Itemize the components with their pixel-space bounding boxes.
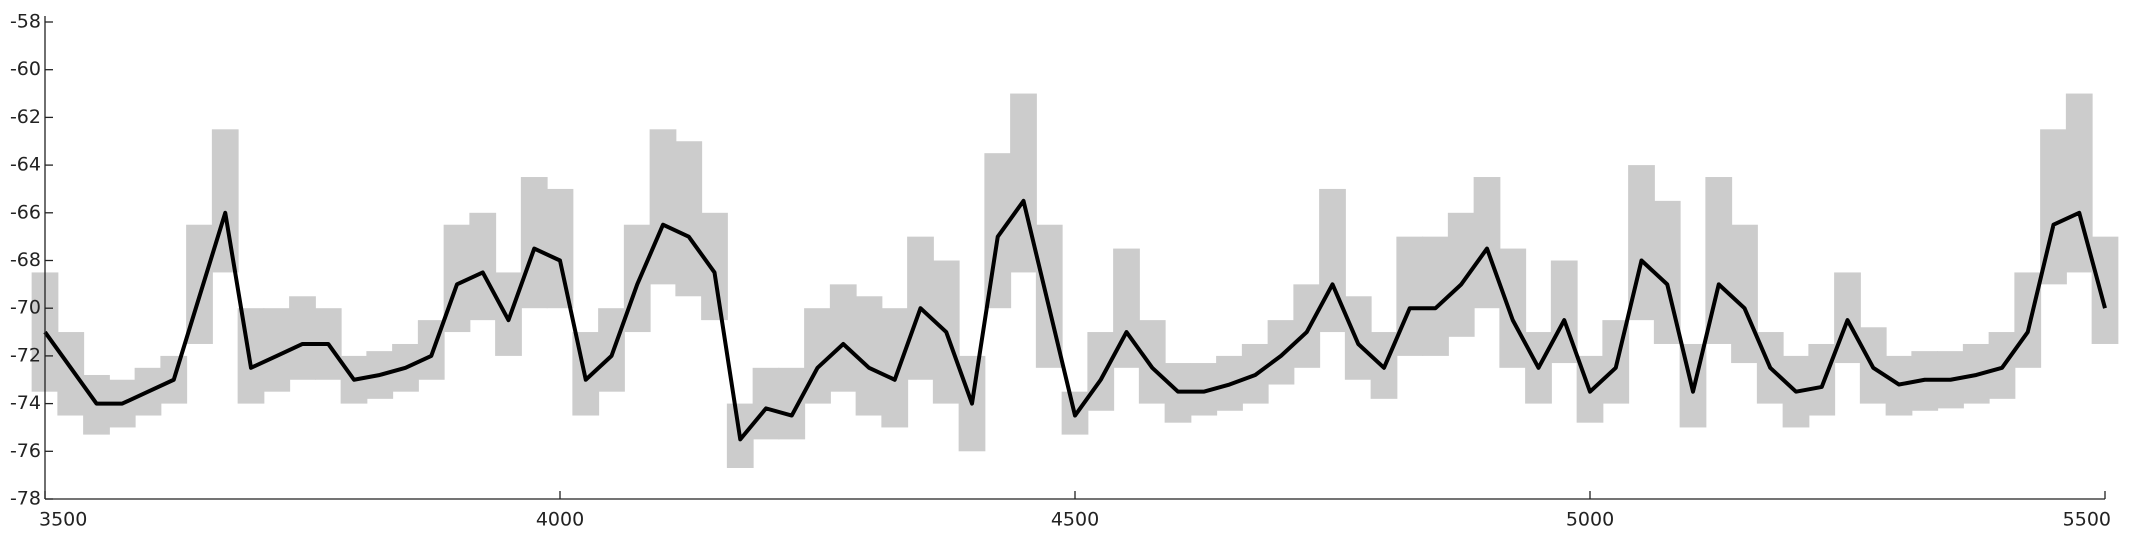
band (520, 177, 548, 309)
band (2091, 236, 2119, 344)
band (1396, 236, 1424, 356)
y-tick-label: -66 (10, 201, 41, 223)
band (1267, 320, 1295, 385)
band (1499, 248, 1527, 368)
band (1138, 320, 1166, 404)
band (1087, 332, 1115, 411)
band (701, 212, 728, 321)
band (778, 367, 806, 440)
band (829, 284, 857, 392)
y-tick-label: -72 (10, 344, 41, 366)
band (1731, 224, 1758, 364)
x-tick-label: 3500 (39, 509, 87, 531)
band (1344, 296, 1372, 380)
x-tick-label: 5000 (1566, 509, 1614, 531)
line (43, 198, 2107, 442)
y-tick-label: -64 (10, 154, 41, 176)
y-tick-label: -76 (10, 440, 41, 462)
x-tick-label: 4000 (536, 509, 584, 531)
band (289, 296, 316, 380)
y-tick-label: -68 (10, 249, 41, 271)
y-tick-label: -60 (10, 58, 41, 80)
band (469, 212, 497, 321)
band (495, 272, 522, 356)
y-tick-label: -70 (10, 297, 41, 319)
band (1473, 177, 1501, 309)
band (1447, 212, 1475, 337)
band (546, 188, 574, 309)
x-tick-label: 4500 (1051, 509, 1099, 531)
y-tick-label: -62 (10, 106, 41, 128)
band (1293, 284, 1321, 368)
band (1808, 343, 1836, 416)
y-tick-label: -74 (10, 392, 41, 414)
band (881, 308, 909, 428)
band (1422, 236, 1449, 356)
y-tick-label: -58 (10, 11, 41, 33)
band (752, 367, 780, 440)
band (598, 308, 625, 392)
band (675, 141, 703, 297)
band (649, 129, 677, 285)
x-tick-label: 5500 (2063, 509, 2111, 531)
band (57, 332, 85, 416)
y-tick-label: -78 (10, 488, 41, 510)
band (211, 129, 239, 273)
band (855, 296, 883, 416)
